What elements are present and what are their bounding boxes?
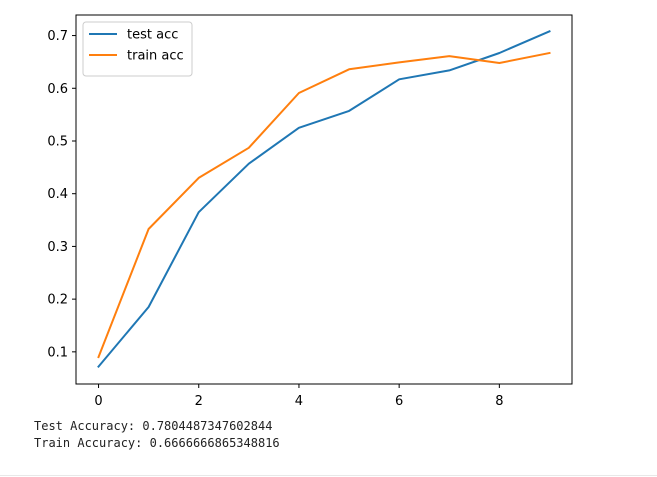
cell-divider: [0, 475, 657, 476]
y-tick-label: 0.6: [47, 82, 68, 97]
y-tick-label: 0.4: [47, 187, 68, 202]
series-line-test-acc: [97, 29, 551, 369]
y-tick-label: 0.5: [47, 134, 68, 149]
train-accuracy-output: Train Accuracy: 0.6666666865348816: [34, 436, 280, 450]
y-axis: 0.1 0.2 0.3 0.4 0.5 0.6 0.7: [47, 29, 76, 360]
accuracy-line-chart: 0.1 0.2 0.3 0.4 0.5 0.6 0.7 0 2 4 6 8 test acc trai…: [47, 14, 573, 409]
x-axis: 0 2 4 6 8: [94, 384, 503, 409]
x-tick-label: 8: [495, 394, 503, 409]
legend-label: test acc: [127, 28, 178, 43]
series-layer: [97, 29, 551, 369]
legend-box: [82, 21, 193, 77]
legend-label: train acc: [127, 49, 184, 64]
y-tick-label: 0.1: [47, 345, 68, 360]
x-tick-label: 6: [395, 394, 403, 409]
y-tick-label: 0.7: [47, 29, 68, 44]
y-tick-label: 0.2: [47, 293, 68, 308]
test-accuracy-output: Test Accuracy: 0.7804487347602844: [34, 419, 273, 433]
x-tick-label: 4: [295, 394, 303, 409]
x-tick-label: 0: [94, 394, 102, 409]
series-line-train-acc: [97, 51, 551, 359]
x-tick-label: 2: [195, 394, 203, 409]
legend: test acc train acc: [82, 21, 193, 77]
y-tick-label: 0.3: [47, 240, 68, 255]
